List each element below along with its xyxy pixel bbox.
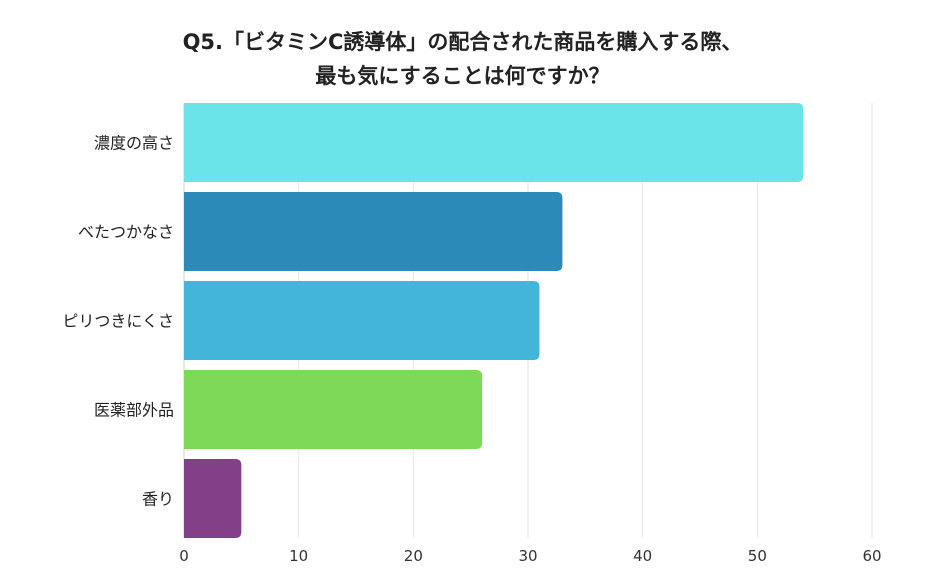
bars bbox=[184, 103, 804, 538]
chart-title-line-1: Q5.「ビタミンC誘導体」の配合された商品を購入する際、 bbox=[182, 30, 743, 54]
chart-title-line-2: 最も気にすることは何ですか？ bbox=[315, 64, 610, 88]
bar-1 bbox=[184, 103, 804, 182]
x-tick-label: 10 bbox=[289, 547, 308, 565]
category-label: 濃度の高さ bbox=[94, 134, 174, 153]
category-label: ピリつきにくさ bbox=[62, 312, 174, 331]
x-tick-label: 20 bbox=[404, 547, 423, 565]
bar-5 bbox=[184, 459, 242, 538]
bar-4 bbox=[184, 370, 483, 449]
category-label: 医薬部外品 bbox=[94, 401, 174, 420]
bar-3 bbox=[184, 281, 540, 360]
x-tick-label: 30 bbox=[518, 547, 537, 565]
x-tick-label: 60 bbox=[862, 547, 881, 565]
x-axis-ticks: 0 10 20 30 40 50 60 bbox=[179, 547, 881, 565]
x-tick-label: 40 bbox=[633, 547, 652, 565]
bar-2 bbox=[184, 192, 563, 271]
x-tick-label: 0 bbox=[179, 547, 189, 565]
category-label: べたつかなさ bbox=[78, 223, 174, 242]
x-tick-label: 50 bbox=[748, 547, 767, 565]
category-label: 香り bbox=[142, 490, 174, 509]
